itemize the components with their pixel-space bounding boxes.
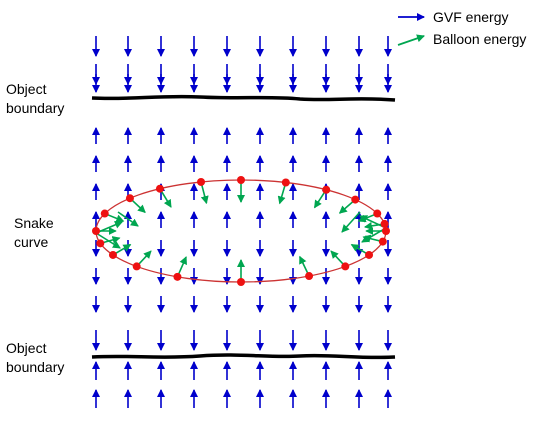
balloon-arrow [117,211,139,227]
snake-control-point [281,178,290,187]
snake-control-point [100,209,109,218]
snake-control-point [378,237,387,246]
snake-control-point [322,185,331,194]
balloon-arrow [341,211,361,233]
snake-control-point [382,227,390,235]
bottom-boundary-label: Object boundary [6,339,64,377]
snake-control-point [125,194,134,203]
snake-control-point [173,272,182,281]
balloon-arrow [95,221,123,234]
snake-control-points [92,176,390,286]
gvf-vector-field [92,36,392,408]
snake-control-point [237,278,245,286]
legend-gvf-label: GVF energy [433,9,509,25]
legend-balloon-label: Balloon energy [433,31,527,47]
bottom-boundary-label-line2: boundary [6,359,65,375]
legend [397,13,425,46]
bottom-object-boundary [91,353,396,360]
snake-curve-label-line2: curve [14,234,49,250]
snake-control-point [96,239,105,248]
top-boundary-label-line1: Object [6,81,47,97]
legend-balloon-arrow [397,34,425,46]
balloon-arrow [361,227,387,243]
snake-control-point [341,262,350,271]
snake-control-point [365,250,374,259]
snake-curve-label-line1: Snake [14,215,54,231]
snake-control-point [380,219,389,228]
snake-control-point [305,272,314,281]
bottom-boundary-label-line1: Object [6,340,47,356]
top-boundary-label-line2: boundary [6,100,65,116]
snake-control-point [373,209,382,218]
snake-control-point [92,227,100,235]
snake-control-point [351,195,360,204]
snake-curve-label: Snake curve [14,214,54,252]
top-object-boundary [91,94,396,102]
snake-control-point [155,184,164,193]
balloon-arrow [95,232,121,249]
snake-control-point [197,177,206,186]
top-boundary-label: Object boundary [6,80,64,118]
snake-control-point [237,176,245,184]
snake-control-point [132,262,141,271]
snake-control-point [108,250,117,259]
